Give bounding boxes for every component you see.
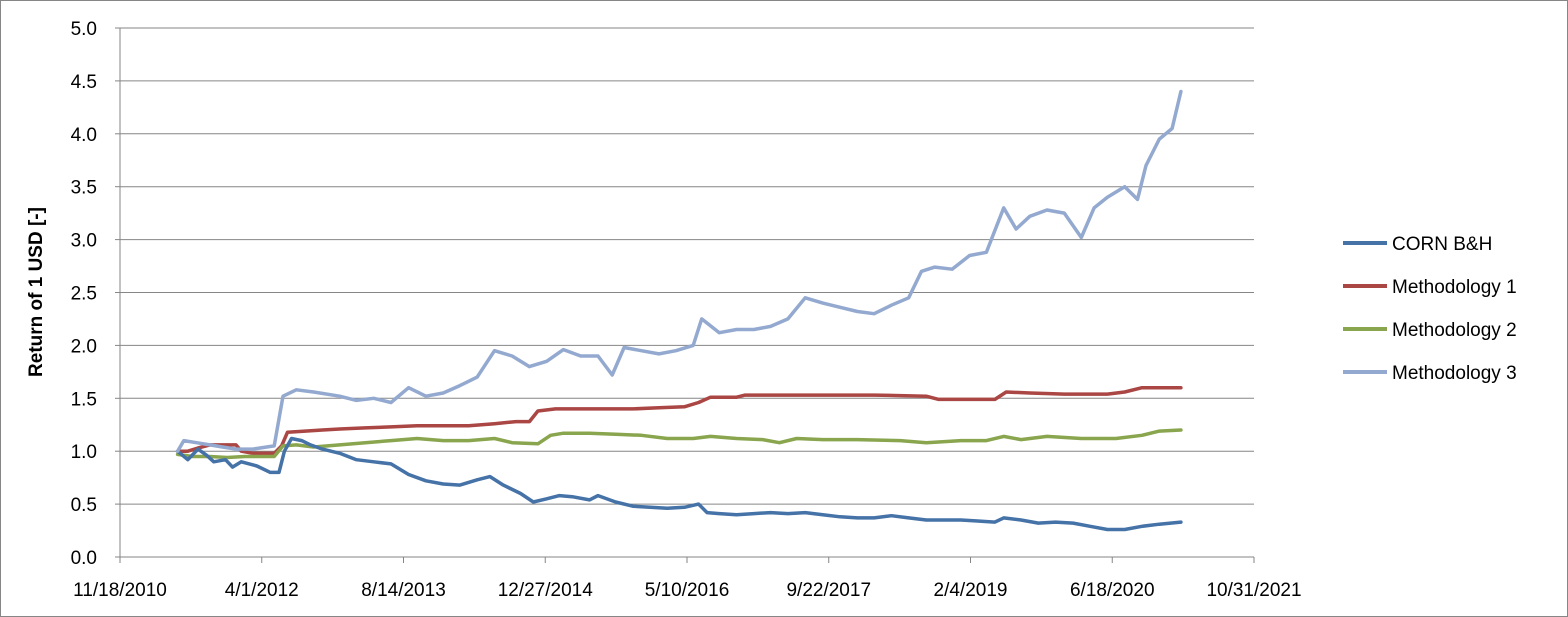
y-axis-title: Return of 1 USD [-] xyxy=(26,207,47,377)
y-tick-label: 2.0 xyxy=(71,336,97,357)
x-tick-label: 12/27/2014 xyxy=(498,580,594,601)
y-tick-label: 4.5 xyxy=(71,72,97,93)
y-tick-label: 0.5 xyxy=(71,495,97,516)
y-tick-label: 0.0 xyxy=(71,548,97,569)
series-line-corn-b-h xyxy=(175,436,1183,532)
legend: CORN B&H Methodology 1 Methodology 2 Method… xyxy=(1343,234,1517,384)
y-tick-label: 4.0 xyxy=(71,125,97,146)
x-tick-label: 5/10/2016 xyxy=(645,580,730,601)
x-tick-label: 10/31/2021 xyxy=(1206,580,1301,601)
x-tick-label: 11/18/2010 xyxy=(73,580,167,601)
x-tick-label: 8/14/2013 xyxy=(361,580,446,601)
legend-label-corn-b-h: CORN B&H xyxy=(1392,234,1492,255)
y-tick-label: 5.0 xyxy=(71,19,97,40)
legend-label-methodology-3: Methodology 3 xyxy=(1392,363,1517,384)
x-tick-label: 9/22/2017 xyxy=(786,580,871,601)
series-line-methodology-2 xyxy=(175,428,1183,460)
y-tick-label: 3.5 xyxy=(71,178,97,199)
y-tick-label: 3.0 xyxy=(71,231,97,252)
legend-label-methodology-1: Methodology 1 xyxy=(1392,277,1517,298)
legend-label-methodology-2: Methodology 2 xyxy=(1392,320,1517,341)
x-tick-label: 6/18/2020 xyxy=(1070,580,1155,601)
axes xyxy=(119,28,1255,563)
y-tick-label: 1.0 xyxy=(71,442,97,463)
x-tick-labels: 11/18/2010 4/1/2012 8/14/2013 12/27/2014 5/1… xyxy=(73,580,1301,601)
gridlines xyxy=(115,27,1254,558)
series-line-methodology-3 xyxy=(175,89,1183,453)
x-tick-label: 4/1/2012 xyxy=(225,580,299,601)
y-tick-label: 1.5 xyxy=(71,389,97,410)
y-tick-label: 2.5 xyxy=(71,284,97,305)
y-tick-labels: 0.0 0.5 1.0 1.5 2.0 2.5 3.0 3.5 4.0 4.5 5.0 xyxy=(71,19,97,569)
series-lines xyxy=(175,89,1183,532)
series-line-methodology-1 xyxy=(175,385,1183,456)
x-tick-label: 2/4/2019 xyxy=(934,580,1008,601)
